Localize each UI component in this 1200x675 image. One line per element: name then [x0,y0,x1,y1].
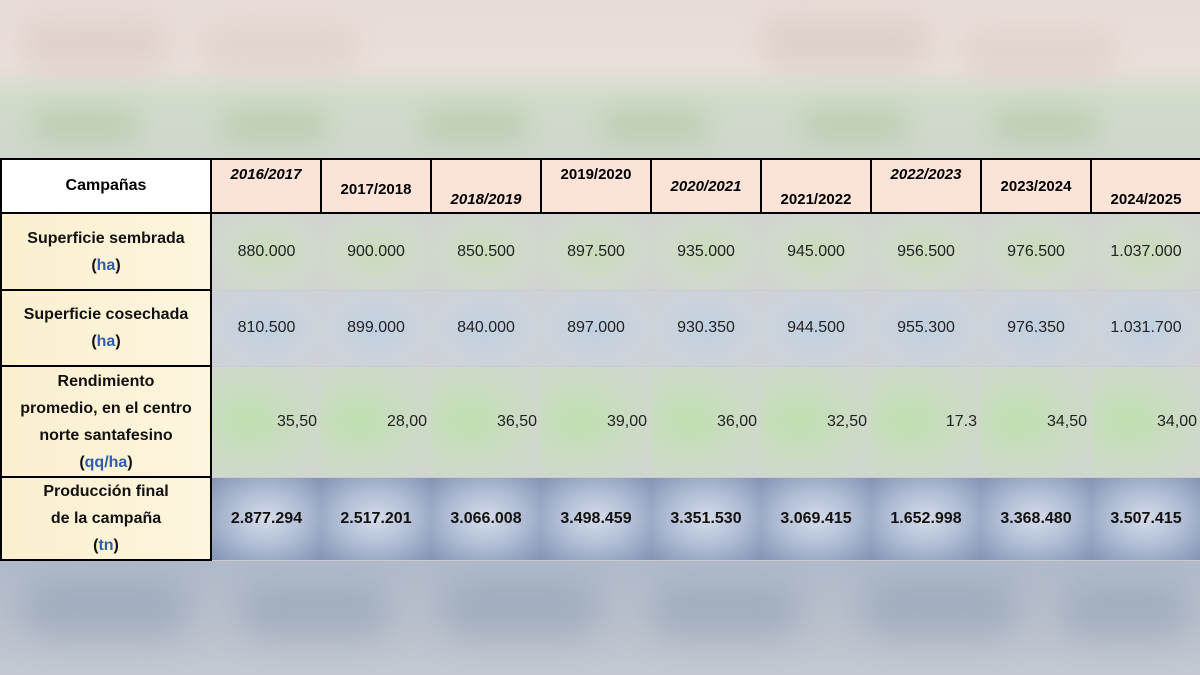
column-header: 2018/2019 [430,158,542,214]
table-cell: 34,00 [1091,365,1200,478]
header-row: Campañas 2016/2017 2017/2018 2018/2019 2… [0,158,1200,214]
column-header: 2022/2023 [870,158,982,214]
table-cell: 32,50 [761,365,871,478]
row-superficie-cosechada: Superficie cosechada (ha) 810.500 899.00… [0,289,1200,367]
table-cell: 3.498.459 [541,476,651,561]
table-cell: 28,00 [321,365,431,478]
table-cell: 2.877.294 [211,476,321,561]
row-superficie-sembrada: Superficie sembrada (ha) 880.000 900.000… [0,212,1200,291]
table-cell: 2.517.201 [321,476,431,561]
row-unit: ha [96,256,116,274]
column-header: 2017/2018 [320,158,432,214]
table-cell: 3.368.480 [981,476,1091,561]
table-cell: 36,50 [431,365,541,478]
row-label: promedio, en el centro [20,399,192,417]
table-cell: 3.351.530 [651,476,761,561]
table-cell: 3.507.415 [1091,476,1200,561]
column-header: 2019/2020 [540,158,652,214]
corner-header: Campañas [0,158,212,214]
table-cell: 976.350 [981,289,1091,367]
table-cell: 944.500 [761,289,871,367]
column-header: 2024/2025 [1090,158,1200,214]
table-cell: 956.500 [871,212,981,291]
row-unit: qq/ha [84,453,128,471]
column-header: 2021/2022 [760,158,872,214]
table-cell: 1.037.000 [1091,212,1200,291]
row-label: norte santafesino [39,426,173,444]
row-label: Rendimiento [57,372,155,390]
row-unit: ha [96,333,116,350]
row-unit: tn [98,537,114,554]
table-cell: 945.000 [761,212,871,291]
table-cell: 930.350 [651,289,761,367]
row-label: Superficie cosechada [23,306,189,323]
table-cell: 840.000 [431,289,541,367]
row-produccion-final: Producción final de la campaña (tn) 2.87… [0,476,1200,561]
row-rendimiento: Rendimiento promedio, en el centro norte… [0,365,1200,478]
column-header: 2023/2024 [980,158,1092,214]
table-cell: 955.300 [871,289,981,367]
column-header: 2016/2017 [210,158,322,214]
row-header-rendimiento: Rendimiento promedio, en el centro norte… [0,365,212,478]
column-header: 2020/2021 [650,158,762,214]
table-cell: 976.500 [981,212,1091,291]
row-label: Superficie sembrada [27,229,185,247]
table-cell: 1.652.998 [871,476,981,561]
table-cell: 17.3 [871,365,981,478]
table-cell: 36,00 [651,365,761,478]
table-cell: 880.000 [211,212,321,291]
row-label: de la campaña [50,510,162,527]
table-cell: 34,50 [981,365,1091,478]
blurred-background-top [0,0,1200,160]
table-cell: 810.500 [211,289,321,367]
table-cell: 900.000 [321,212,431,291]
table-cell: 3.066.008 [431,476,541,561]
table-cell: 899.000 [321,289,431,367]
table-cell: 39,00 [541,365,651,478]
blurred-background-bottom [0,553,1200,675]
campaign-table: Campañas 2016/2017 2017/2018 2018/2019 2… [0,158,1200,561]
table-cell: 1.031.700 [1091,289,1200,367]
table-cell: 935.000 [651,212,761,291]
row-header-superficie-sembrada: Superficie sembrada (ha) [0,212,212,291]
row-label: Producción final [43,483,169,500]
table-cell: 897.000 [541,289,651,367]
row-header-superficie-cosechada: Superficie cosechada (ha) [0,289,212,367]
table-cell: 850.500 [431,212,541,291]
table-cell: 897.500 [541,212,651,291]
table-cell: 35,50 [211,365,321,478]
row-header-produccion-final: Producción final de la campaña (tn) [0,476,212,561]
table-cell: 3.069.415 [761,476,871,561]
